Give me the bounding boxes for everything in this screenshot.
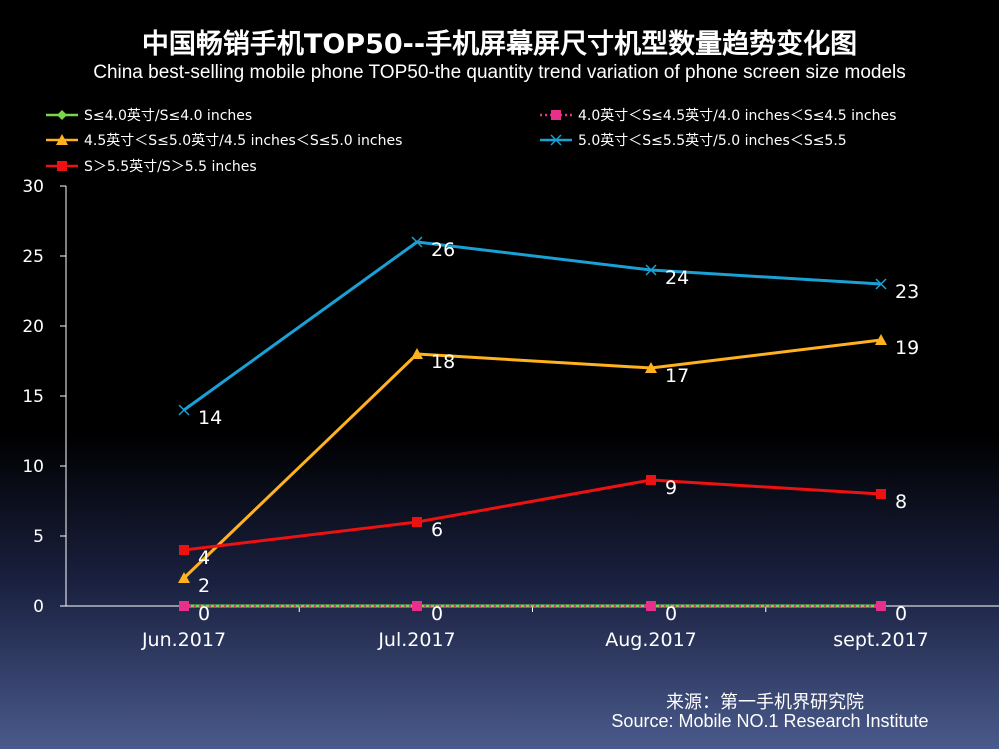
y-tick-label: 20: [22, 317, 44, 337]
data-label: 9: [665, 477, 677, 499]
data-point-1: [179, 601, 189, 611]
data-label: 0: [895, 603, 907, 625]
data-point-4: [876, 489, 886, 499]
y-tick-label: 10: [22, 457, 44, 477]
legend-marker: [57, 161, 67, 171]
data-label: 2: [198, 575, 210, 597]
legend-label: 5.0英寸＜S≤5.5英寸/5.0 inches＜S≤5.5: [578, 132, 847, 149]
data-point-4: [646, 475, 656, 485]
legend-item: 4.5英寸＜S≤5.0英寸/4.5 inches＜S≤5.0 inches: [46, 132, 402, 149]
data-point-3: [645, 264, 657, 276]
legend-label: 4.0英寸＜S≤4.5英寸/4.0 inches＜S≤4.5 inches: [578, 107, 896, 124]
chart-title: 中国畅销手机TOP50--手机屏幕屏尺寸机型数量趋势变化图: [141, 29, 858, 60]
legend-marker: [56, 134, 68, 145]
data-label: 0: [198, 603, 210, 625]
data-point-4: [412, 517, 422, 527]
legend-item: S≤4.0英寸/S≤4.0 inches: [46, 107, 252, 124]
series-line-3: [183, 240, 882, 412]
legend-label: S≤4.0英寸/S≤4.0 inches: [84, 107, 252, 124]
x-tick-label: sept.2017: [833, 629, 929, 651]
data-point-3: [178, 404, 190, 416]
data-label: 4: [198, 547, 210, 569]
legend: S≤4.0英寸/S≤4.0 inches 4.0英寸＜S≤4.5英寸/4.0 in…: [46, 107, 896, 175]
data-label: 26: [431, 239, 455, 261]
data-label: 24: [665, 267, 689, 289]
data-point-2: [645, 362, 657, 373]
series-line-2: [182, 338, 882, 580]
data-point-1: [646, 601, 656, 611]
data-point-2: [411, 348, 423, 359]
legend-marker: [550, 134, 562, 146]
data-point-1: [876, 601, 886, 611]
y-tick-label: 5: [33, 527, 44, 547]
y-tick-label: 30: [22, 177, 44, 197]
data-label: 18: [431, 351, 455, 373]
data-label: 8: [895, 491, 907, 513]
legend-marker: [551, 110, 561, 120]
data-label: 14: [198, 407, 222, 429]
data-point-4: [179, 545, 189, 555]
x-tick-label: Jul.2017: [377, 629, 455, 651]
legend-label: S＞5.5英寸/S＞5.5 inches: [84, 158, 257, 175]
source-cn: 来源：第一手机界研究院: [666, 692, 864, 713]
data-label: 0: [431, 603, 443, 625]
data-point-2: [875, 334, 887, 345]
data-label: 19: [895, 337, 919, 359]
y-tick-label: 15: [22, 387, 44, 407]
series-layer: [178, 236, 887, 611]
legend-item: S＞5.5英寸/S＞5.5 inches: [46, 158, 257, 175]
x-tick-label: Aug.2017: [605, 629, 697, 651]
legend-item: 4.0英寸＜S≤4.5英寸/4.0 inches＜S≤4.5 inches: [540, 107, 896, 124]
y-tick-label: 0: [33, 597, 44, 617]
data-point-3: [411, 236, 423, 248]
y-tick-label: 25: [22, 247, 44, 267]
series-line-4: [183, 478, 882, 552]
data-label: 6: [431, 519, 443, 541]
data-label: 17: [665, 365, 689, 387]
data-point-2: [178, 572, 190, 583]
legend-label: 4.5英寸＜S≤5.0英寸/4.5 inches＜S≤5.0 inches: [84, 132, 402, 149]
source-en: Source: Mobile NO.1 Research Institute: [611, 711, 929, 731]
data-label: 0: [665, 603, 677, 625]
data-label: 23: [895, 281, 919, 303]
legend-marker: [57, 110, 67, 120]
legend-item: 5.0英寸＜S≤5.5英寸/5.0 inches＜S≤5.5: [540, 132, 847, 149]
chart-subtitle: China best-selling mobile phone TOP50-th…: [93, 62, 906, 83]
data-point-3: [875, 278, 887, 290]
data-point-1: [412, 601, 422, 611]
data-labels-layer: 0 0 0 0 2 18 17 19 14 26 24 23 4 6 9 8: [198, 239, 919, 625]
x-tick-label: Jun.2017: [141, 629, 226, 651]
